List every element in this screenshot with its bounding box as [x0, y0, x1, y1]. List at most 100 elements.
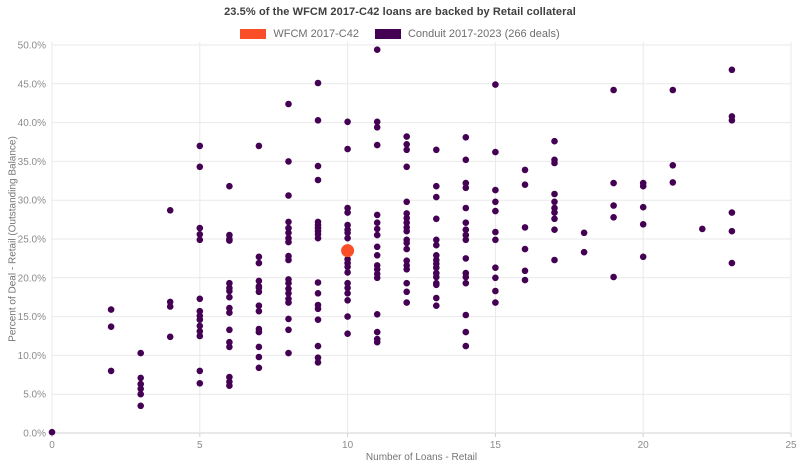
conduit-data-point — [433, 146, 440, 154]
y-axis-title: Percent of Deal - Retail (Outstanding Ba… — [7, 136, 19, 342]
conduit-data-point — [255, 302, 263, 310]
conduit-data-point — [610, 202, 617, 209]
conduit-data-point — [462, 255, 470, 262]
conduit-data-point — [521, 181, 529, 188]
y-tick-label: 15.0% — [18, 312, 46, 323]
conduit-data-point — [551, 226, 558, 233]
conduit-data-point — [403, 227, 411, 235]
conduit-data-point — [462, 134, 470, 141]
chart-title: 23.5% of the WFCM 2017-C42 loans are bac… — [224, 6, 576, 18]
conduit-data-point — [728, 66, 736, 74]
conduit-data-point — [669, 179, 677, 186]
conduit-data-point — [196, 236, 204, 244]
conduit-data-point — [639, 182, 647, 190]
conduit-data-point — [492, 264, 499, 272]
conduit-data-point — [196, 328, 204, 335]
x-tick-label: 15 — [490, 440, 502, 451]
conduit-data-point — [492, 274, 499, 282]
conduit-data-point — [196, 142, 204, 150]
x-tick-label: 0 — [49, 440, 55, 451]
y-tick-label: 10.0% — [18, 351, 46, 362]
conduit-data-point — [166, 298, 174, 306]
conduit-data-point — [373, 252, 381, 259]
conduit-data-point — [226, 373, 233, 381]
conduit-data-point — [521, 267, 529, 275]
conduit-data-point — [433, 236, 440, 244]
conduit-data-point — [255, 328, 263, 336]
conduit-data-point — [285, 315, 292, 323]
y-tick-label: 0.0% — [23, 429, 46, 440]
conduit-data-point — [403, 288, 411, 296]
conduit-data-point — [314, 290, 322, 297]
conduit-data-point — [107, 306, 115, 313]
conduit-data-point — [492, 81, 499, 88]
legend-swatch-conduit — [374, 29, 401, 39]
conduit-data-point — [196, 380, 204, 387]
conduit-data-point — [669, 86, 677, 94]
conduit-data-point — [344, 221, 351, 229]
y-tick-label: 45.0% — [18, 79, 46, 90]
conduit-data-point — [344, 290, 351, 297]
conduit-data-point — [226, 287, 233, 295]
conduit-data-point — [462, 179, 470, 187]
conduit-data-point — [521, 224, 529, 231]
wfcm-data-point — [341, 244, 355, 258]
conduit-data-point — [344, 279, 351, 287]
conduit-data-point — [226, 304, 233, 312]
conduit-data-point — [521, 166, 529, 174]
y-tick-label: 25.0% — [18, 235, 46, 246]
conduit-data-point — [492, 287, 499, 295]
conduit-data-point — [610, 273, 617, 281]
conduit-data-point — [226, 343, 233, 351]
conduit-data-point — [344, 229, 351, 237]
y-tick-label: 35.0% — [18, 157, 46, 168]
conduit-data-point — [285, 256, 292, 264]
conduit-data-point — [580, 229, 588, 237]
conduit-data-point — [285, 326, 292, 334]
conduit-data-point — [373, 274, 381, 282]
conduit-data-point — [433, 273, 440, 281]
conduit-data-point — [137, 374, 144, 382]
conduit-data-point — [344, 145, 351, 153]
conduit-data-point — [521, 245, 529, 253]
x-gridlines: 0 5 10 15 20 25 — [49, 42, 797, 451]
conduit-data-point — [403, 245, 411, 253]
conduit-data-point — [314, 305, 322, 313]
conduit-data-point — [551, 137, 558, 145]
conduit-data-point — [285, 218, 292, 226]
wfcm-point — [341, 244, 355, 258]
conduit-data-point — [492, 148, 499, 156]
conduit-data-point — [492, 186, 499, 194]
conduit-data-point — [551, 215, 558, 223]
conduit-data-point — [196, 231, 204, 238]
x-tick-label: 5 — [197, 440, 203, 451]
conduit-data-point — [373, 225, 381, 233]
conduit-data-point — [285, 285, 292, 293]
conduit-data-point — [255, 259, 263, 267]
conduit-data-point — [196, 367, 204, 375]
conduit-data-point — [403, 266, 411, 273]
conduit-data-point — [226, 382, 233, 390]
conduit-data-point — [226, 279, 233, 287]
conduit-data-point — [521, 276, 529, 284]
conduit-data-point — [403, 133, 411, 140]
conduit-data-point — [610, 86, 617, 94]
legend-swatch-wfcm — [240, 29, 267, 39]
conduit-data-point — [373, 46, 381, 53]
conduit-data-point — [403, 279, 411, 287]
conduit-data-point — [551, 204, 558, 212]
conduit-data-point — [344, 284, 351, 292]
conduit-data-point — [285, 349, 292, 357]
x-tick-label: 25 — [785, 440, 797, 451]
conduit-data-point — [373, 328, 381, 336]
conduit-data-point — [373, 311, 381, 318]
conduit-data-point — [492, 236, 499, 244]
legend-item-conduit: Conduit 2017-2023 (266 deals) — [374, 28, 560, 40]
conduit-data-point — [196, 224, 204, 232]
conduit-data-point — [107, 367, 115, 375]
conduit-data-point — [610, 214, 617, 221]
conduit-data-point — [255, 364, 263, 372]
conduit-data-point — [433, 302, 440, 310]
